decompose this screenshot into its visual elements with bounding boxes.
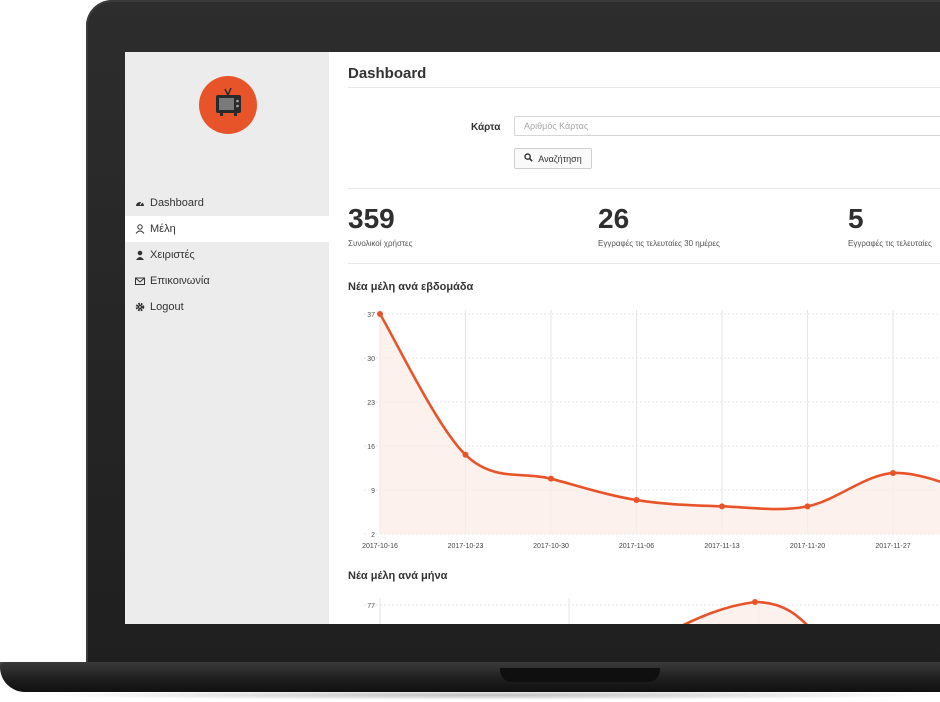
- search-icon: [524, 153, 534, 164]
- laptop-base: [0, 662, 940, 692]
- divider: [348, 263, 940, 264]
- search-button-label: Αναζήτηση: [538, 153, 582, 164]
- main-content: Dashboard Κάρτα Αναζήτηση 359 Συνολικοί …: [329, 52, 940, 624]
- stat-total-users: 359 Συνολικοί χρήστες: [348, 202, 412, 248]
- stat-signups-30-days: 26 Εγγραφές τις τελευταίες 30 ημέρες: [598, 202, 720, 248]
- weekly-chart-title: Νέα μέλη ανά εβδομάδα: [348, 281, 474, 293]
- app-screen: Dashboard Μέλη Χειριστές Επικοινωνία: [125, 52, 940, 624]
- monthly-members-chart: 77: [364, 598, 940, 624]
- sidebar-item-label: Logout: [150, 301, 184, 313]
- data-point[interactable]: [633, 497, 640, 504]
- sidebar-item-label: Επικοινωνία: [150, 275, 210, 287]
- stat-value: 359: [348, 203, 395, 234]
- stat-label: Εγγραφές τις τελευταίες 30 ημέρες: [598, 239, 720, 248]
- x-tick-label: 2017-11-06: [619, 543, 654, 550]
- sidebar-item-label: Μέλη: [150, 223, 176, 235]
- laptop-notch: [500, 668, 660, 682]
- data-point[interactable]: [377, 311, 383, 317]
- sidebar: Dashboard Μέλη Χειριστές Επικοινωνία: [125, 52, 329, 624]
- y-tick-label: 23: [367, 400, 375, 407]
- y-tick-label: 16: [367, 444, 375, 451]
- card-label: Κάρτα: [471, 122, 501, 133]
- sidebar-item-logout[interactable]: Logout: [125, 294, 329, 320]
- divider: [348, 87, 940, 88]
- series-area: [685, 602, 807, 624]
- sidebar-item-operators[interactable]: Χειριστές: [125, 242, 329, 268]
- stat-value: 5: [848, 203, 864, 234]
- sidebar-item-contact[interactable]: Επικοινωνία: [125, 268, 329, 294]
- search-button[interactable]: Αναζήτηση: [514, 148, 592, 169]
- series-area: [380, 314, 940, 534]
- stat-label: Συνολικοί χρήστες: [348, 239, 413, 248]
- data-point[interactable]: [752, 599, 758, 605]
- x-tick-label: 2017-10-16: [362, 543, 398, 550]
- stat-label: Εγγραφές τις τελευταίες: [848, 239, 932, 248]
- x-tick-label: 2017-11-27: [875, 543, 910, 550]
- weekly-members-chart: 2 9 16 23 30 37 2017-10-16 2017-10-23 2017-10-30…: [362, 310, 940, 550]
- y-tick-label: 37: [367, 312, 375, 319]
- envelope-icon: [135, 276, 145, 286]
- card-number-input[interactable]: [514, 116, 940, 136]
- sidebar-nav: Dashboard Μέλη Χειριστές Επικοινωνία: [125, 190, 329, 320]
- sidebar-item-members[interactable]: Μέλη: [125, 216, 329, 242]
- sidebar-item-label: Χειριστές: [150, 249, 195, 261]
- stat-value: 26: [598, 203, 630, 234]
- gear-icon: [135, 302, 145, 312]
- y-tick-label: 77: [367, 603, 375, 610]
- stat-signups-recent: 5 Εγγραφές τις τελευταίες: [848, 202, 932, 248]
- sidebar-item-label: Dashboard: [150, 197, 204, 209]
- data-point[interactable]: [548, 475, 554, 482]
- dashboard-icon: [135, 198, 145, 208]
- page-title: Dashboard: [348, 65, 427, 82]
- sidebar-item-dashboard[interactable]: Dashboard: [125, 190, 329, 216]
- user-icon: [135, 224, 145, 234]
- user-solid-icon: [135, 250, 145, 260]
- y-tick-label: 2: [371, 532, 375, 539]
- x-tick-label: 2017-10-30: [533, 543, 569, 550]
- data-point[interactable]: [462, 451, 469, 458]
- x-tick-label: 2017-10-23: [448, 543, 484, 550]
- monthly-chart-title: Νέα μέλη ανά μήνα: [348, 570, 448, 582]
- y-tick-label: 30: [367, 356, 375, 363]
- x-tick-label: 2017-11-13: [704, 543, 739, 550]
- divider: [348, 188, 940, 189]
- data-point[interactable]: [719, 503, 725, 510]
- x-tick-label: 2017-11-20: [790, 543, 825, 550]
- y-tick-label: 9: [371, 488, 375, 495]
- data-point[interactable]: [890, 470, 896, 477]
- tv-icon[interactable]: [199, 76, 257, 134]
- laptop-shadow: [30, 690, 940, 700]
- data-point[interactable]: [804, 503, 811, 510]
